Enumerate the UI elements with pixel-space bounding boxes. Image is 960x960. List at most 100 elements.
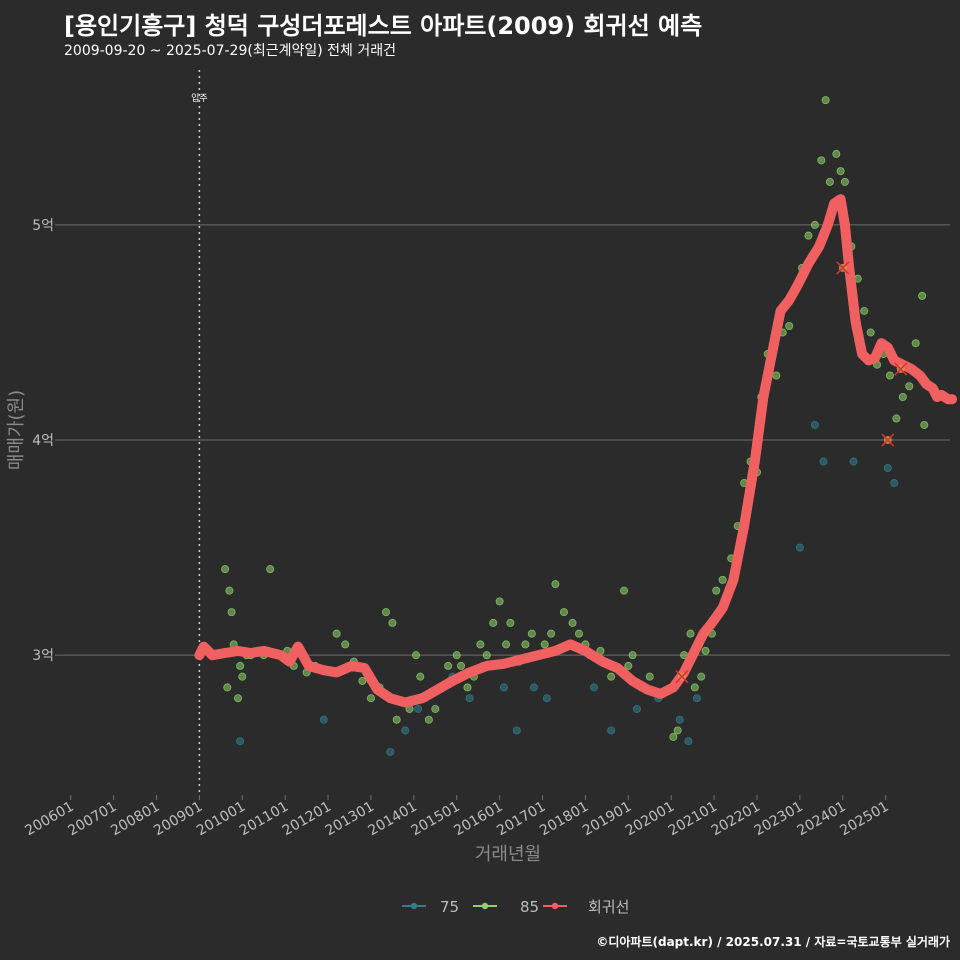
data-point-75 xyxy=(414,704,423,713)
x-tick-label: 201801 xyxy=(537,799,591,840)
data-point-85 xyxy=(388,618,397,627)
data-point-85 xyxy=(866,328,875,337)
x-tick-label: 201401 xyxy=(366,799,420,840)
data-point-85 xyxy=(225,586,234,595)
data-point-85 xyxy=(227,608,236,617)
data-point-75 xyxy=(692,694,701,703)
data-point-75 xyxy=(236,737,245,746)
data-point-85 xyxy=(836,167,845,176)
data-point-75 xyxy=(499,683,508,692)
x-tick-label: 201901 xyxy=(580,799,634,840)
data-point-85 xyxy=(341,640,350,649)
data-point-85 xyxy=(233,694,242,703)
data-point-85 xyxy=(860,306,869,315)
data-point-85 xyxy=(810,220,819,229)
data-point-85 xyxy=(502,640,511,649)
legend-key-dot xyxy=(551,902,559,910)
data-point-85 xyxy=(840,177,849,186)
legend-item-regression: 회귀선 xyxy=(543,898,629,916)
data-point-85 xyxy=(521,640,530,649)
data-point-75 xyxy=(542,694,551,703)
data-point-75 xyxy=(684,737,693,746)
data-point-85 xyxy=(772,371,781,380)
data-point-85 xyxy=(381,608,390,617)
data-point-85 xyxy=(885,371,894,380)
marked-point-cross xyxy=(881,433,895,447)
data-point-85 xyxy=(832,149,841,158)
data-point-85 xyxy=(221,565,230,574)
data-point-85 xyxy=(238,672,247,681)
data-point-75 xyxy=(849,457,858,466)
data-point-85 xyxy=(825,177,834,186)
marked-point xyxy=(836,261,850,275)
legend-label: 회귀선 xyxy=(588,898,629,916)
x-tick-label: 202301 xyxy=(752,799,806,840)
data-point-85 xyxy=(911,339,920,348)
data-point-75 xyxy=(890,479,899,488)
chart-title: [용인기흥구] 청덕 구성더포레스트 아파트(2009) 회귀선 예측 xyxy=(64,12,703,40)
data-point-85 xyxy=(540,640,549,649)
x-tick-label: 202101 xyxy=(666,799,720,840)
x-tick-label: 202501 xyxy=(837,799,891,840)
data-point-85 xyxy=(697,672,706,681)
data-point-75 xyxy=(607,726,616,735)
data-point-85 xyxy=(506,618,515,627)
data-point-85 xyxy=(918,291,927,300)
data-point-85 xyxy=(701,646,710,655)
data-point-85 xyxy=(785,322,794,331)
data-point-85 xyxy=(495,597,504,606)
data-point-85 xyxy=(527,629,536,638)
points-layer xyxy=(221,96,929,756)
chart-subtitle: 2009-09-20 ~ 2025-07-29(최근계약일) 전체 거래건 xyxy=(64,43,396,59)
data-point-85 xyxy=(920,420,929,429)
axis-layer: 3억 4억 5억 2006012007012008012009012010012011… xyxy=(22,218,891,839)
data-point-85 xyxy=(568,618,577,627)
x-tick-label: 201601 xyxy=(451,799,505,840)
grid-layer xyxy=(60,224,950,656)
data-point-85 xyxy=(223,683,232,692)
x-tick-label: 200701 xyxy=(65,799,119,840)
legend-label: 85 xyxy=(520,898,539,916)
marked-point-cross xyxy=(894,362,908,376)
data-point-85 xyxy=(690,683,699,692)
x-tick-label: 202401 xyxy=(794,799,848,840)
x-tick-label: 200601 xyxy=(22,799,76,840)
source-caption: ©디아파트(dapt.kr) / 2025.07.31 / 자료=국토교통부 실… xyxy=(596,935,950,949)
data-point-85 xyxy=(411,651,420,660)
legend: 75 85 회귀선 xyxy=(402,898,629,916)
x-tick-label: 201301 xyxy=(323,799,377,840)
legend-key-dot xyxy=(481,902,489,910)
marked-point xyxy=(881,433,895,447)
x-axis-title: 거래년월 xyxy=(475,844,541,865)
line-layer xyxy=(194,194,958,708)
legend-item-s85: 85 xyxy=(473,898,539,916)
move-in-label: 입주 xyxy=(191,92,208,104)
data-point-85 xyxy=(424,715,433,724)
marked-point xyxy=(675,670,689,684)
x-tick-label: 201101 xyxy=(237,799,291,840)
data-point-85 xyxy=(416,672,425,681)
x-tick-label: 201001 xyxy=(194,799,248,840)
data-point-85 xyxy=(817,156,826,165)
data-point-75 xyxy=(465,694,474,703)
data-point-85 xyxy=(712,586,721,595)
data-point-85 xyxy=(358,676,367,685)
x-tick-label: 201501 xyxy=(408,799,462,840)
data-point-85 xyxy=(673,726,682,735)
data-point-85 xyxy=(452,651,461,660)
data-point-85 xyxy=(559,608,568,617)
x-tick-label: 200901 xyxy=(151,799,205,840)
data-point-85 xyxy=(645,672,654,681)
data-point-85 xyxy=(236,661,245,670)
data-point-85 xyxy=(821,96,830,105)
data-point-85 xyxy=(607,672,616,681)
data-point-75 xyxy=(883,463,892,472)
data-point-75 xyxy=(675,715,684,724)
data-point-85 xyxy=(482,651,491,660)
marked-point-cross xyxy=(675,670,689,684)
data-point-85 xyxy=(476,640,485,649)
legend-item-s75: 75 xyxy=(402,898,459,916)
data-point-75 xyxy=(590,683,599,692)
legend-label: 75 xyxy=(440,898,459,916)
